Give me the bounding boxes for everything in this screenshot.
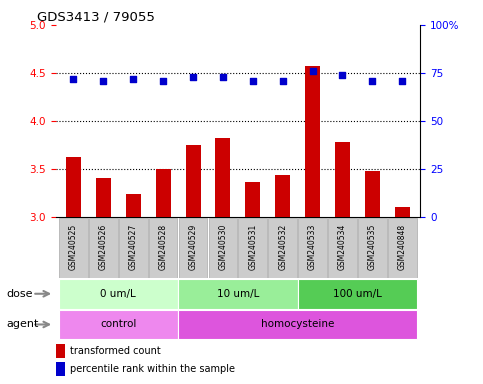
Point	[249, 78, 256, 84]
Bar	[66, 157, 81, 217]
FancyBboxPatch shape	[298, 279, 417, 308]
Point	[279, 78, 286, 84]
Text: homocysteine: homocysteine	[261, 319, 334, 329]
Text: 0 um/L: 0 um/L	[100, 289, 136, 299]
Text: percentile rank within the sample: percentile rank within the sample	[70, 364, 235, 374]
Point	[219, 74, 227, 80]
Bar	[365, 171, 380, 217]
FancyBboxPatch shape	[58, 310, 178, 339]
FancyBboxPatch shape	[149, 218, 177, 278]
FancyBboxPatch shape	[179, 218, 207, 278]
Text: GSM240534: GSM240534	[338, 223, 347, 270]
Text: GSM240529: GSM240529	[188, 223, 198, 270]
Text: transformed count: transformed count	[70, 346, 161, 356]
Bar	[245, 182, 260, 217]
Text: control: control	[100, 319, 137, 329]
Point	[70, 76, 77, 82]
Point	[99, 78, 107, 84]
FancyBboxPatch shape	[239, 218, 267, 278]
Text: GSM240531: GSM240531	[248, 223, 257, 270]
Text: GSM240525: GSM240525	[69, 223, 78, 270]
Bar	[185, 145, 200, 217]
Text: GDS3413 / 79055: GDS3413 / 79055	[37, 11, 155, 24]
Bar	[305, 66, 320, 217]
Text: GSM240532: GSM240532	[278, 223, 287, 270]
Text: 100 um/L: 100 um/L	[333, 289, 382, 299]
Text: GSM240848: GSM240848	[398, 223, 407, 270]
Point	[189, 74, 197, 80]
FancyBboxPatch shape	[178, 310, 417, 339]
Text: agent: agent	[6, 319, 39, 329]
Point	[129, 76, 137, 82]
Bar	[126, 194, 141, 217]
Text: GSM240533: GSM240533	[308, 223, 317, 270]
FancyBboxPatch shape	[209, 218, 237, 278]
FancyBboxPatch shape	[269, 218, 297, 278]
Text: GSM240528: GSM240528	[158, 223, 168, 270]
Text: 10 um/L: 10 um/L	[217, 289, 259, 299]
Text: GSM240527: GSM240527	[129, 223, 138, 270]
Bar	[56, 362, 65, 376]
FancyBboxPatch shape	[358, 218, 387, 278]
FancyBboxPatch shape	[328, 218, 357, 278]
FancyBboxPatch shape	[58, 279, 178, 308]
Point	[309, 68, 316, 74]
FancyBboxPatch shape	[388, 218, 417, 278]
Point	[369, 78, 376, 84]
FancyBboxPatch shape	[178, 279, 298, 308]
Bar	[335, 142, 350, 217]
Bar	[156, 169, 170, 217]
Bar	[395, 207, 410, 217]
Text: GSM240530: GSM240530	[218, 223, 227, 270]
FancyBboxPatch shape	[59, 218, 88, 278]
Bar	[56, 344, 65, 358]
Text: GSM240535: GSM240535	[368, 223, 377, 270]
Text: GSM240526: GSM240526	[99, 223, 108, 270]
FancyBboxPatch shape	[89, 218, 118, 278]
Bar	[96, 178, 111, 217]
Point	[398, 78, 406, 84]
FancyBboxPatch shape	[298, 218, 327, 278]
Point	[159, 78, 167, 84]
FancyBboxPatch shape	[119, 218, 148, 278]
Bar	[215, 138, 230, 217]
Text: dose: dose	[6, 289, 33, 299]
Bar	[275, 175, 290, 217]
Point	[339, 72, 346, 78]
